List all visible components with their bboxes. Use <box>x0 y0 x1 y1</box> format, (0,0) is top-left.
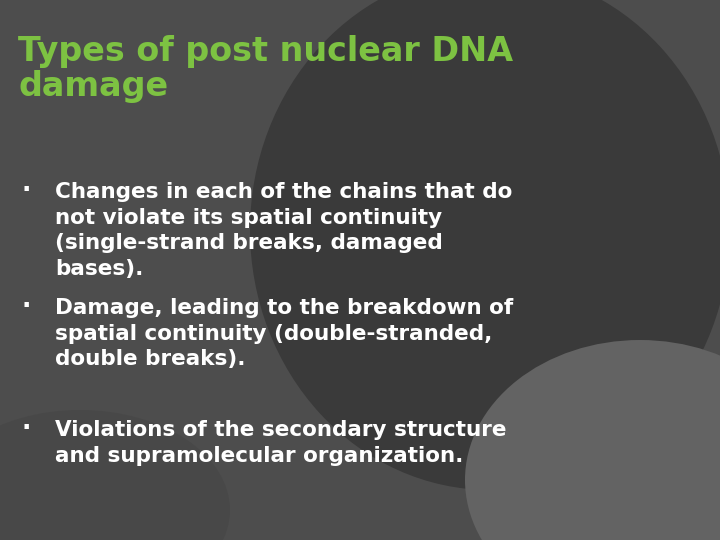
Text: Changes in each of the chains that do
not violate its spatial continuity
(single: Changes in each of the chains that do no… <box>55 182 513 279</box>
Text: Damage, leading to the breakdown of
spatial continuity (double-stranded,
double : Damage, leading to the breakdown of spat… <box>55 298 513 369</box>
Text: ·: · <box>22 178 32 202</box>
Text: damage: damage <box>18 70 168 103</box>
Ellipse shape <box>250 0 720 490</box>
Text: Violations of the secondary structure
and supramolecular organization.: Violations of the secondary structure an… <box>55 420 506 465</box>
Text: ·: · <box>22 294 32 318</box>
Ellipse shape <box>465 340 720 540</box>
Text: ·: · <box>22 416 32 440</box>
Ellipse shape <box>0 410 230 540</box>
Text: Types of post nuclear DNA: Types of post nuclear DNA <box>18 35 513 68</box>
